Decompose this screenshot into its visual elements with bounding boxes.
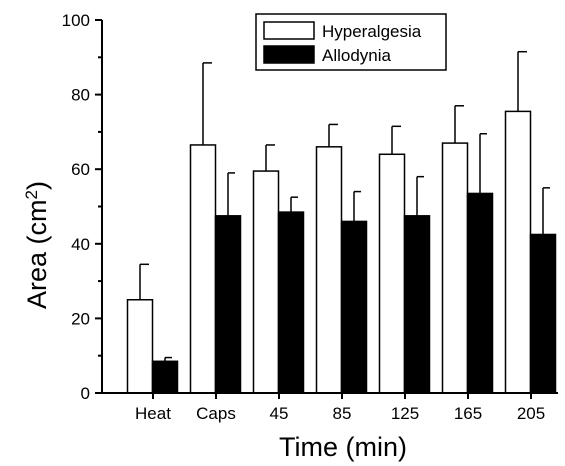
bar-allodynia-85 [340,220,368,394]
x-tick-label-205: 205 [517,404,545,423]
bar-hyperalgesia-85 [315,146,343,394]
y-tick-label-40: 40 [71,235,90,254]
legend-swatch-allodynia [263,45,315,64]
y-tick-label-60: 60 [71,160,90,179]
bar-hyperalgesia-Heat [126,299,154,394]
legend: Hyperalgesia Allodynia [255,13,447,71]
bar-hyperalgesia-Caps [189,144,217,394]
y-axis-title: Area (cm2) [22,181,53,309]
legend-label-hyperalgesia: Hyperalgesia [322,22,422,41]
x-tick-label-165: 165 [454,404,482,423]
legend-swatch-hyperalgesia [263,21,315,40]
y-tick-label-100: 100 [62,11,90,30]
plot-area [126,50,557,394]
x-tick-label-125: 125 [391,404,419,423]
legend-label-allodynia: Allodynia [322,46,392,65]
x-axis-title: Time (min) [279,432,407,462]
bar-allodynia-205 [529,233,557,394]
y-tick-label-0: 0 [81,384,90,403]
bar-hyperalgesia-165 [441,142,469,394]
bar-allodynia-165 [466,192,494,394]
bar-hyperalgesia-45 [252,170,280,394]
x-tick-label-45: 45 [270,404,289,423]
axes: 0 20 40 60 80 100 Heat Caps 45 85 125 165 205 [62,11,558,423]
bar-allodynia-Caps [214,215,242,394]
bar-hyperalgesia-205 [504,110,532,394]
bar-allodynia-125 [403,215,431,394]
bar-hyperalgesia-125 [378,153,406,394]
bar-allodynia-Heat [151,360,179,394]
y-tick-label-80: 80 [71,86,90,105]
y-tick-label-20: 20 [71,309,90,328]
bar-allodynia-45 [277,211,305,394]
x-tick-label-Heat: Heat [135,404,171,423]
x-tick-label-Caps: Caps [196,404,236,423]
x-tick-label-85: 85 [333,404,352,423]
